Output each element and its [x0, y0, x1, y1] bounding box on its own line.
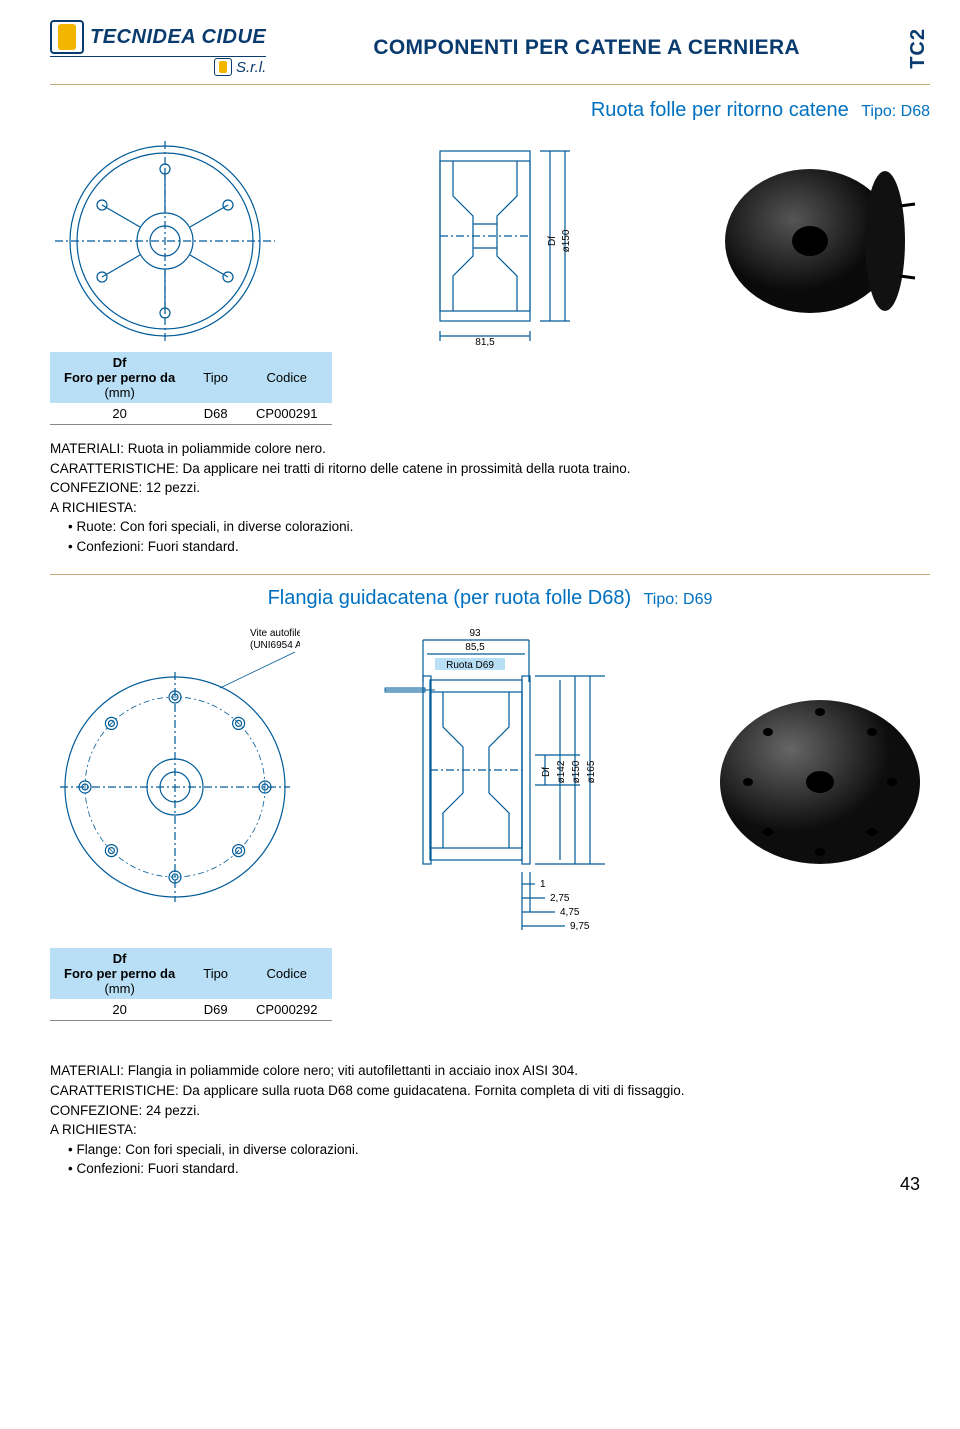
- d68-side-drawing: Df ø150 81,5: [395, 136, 595, 346]
- d68-render: [710, 156, 930, 326]
- col-df-header: Df Foro per perno da (mm): [50, 352, 189, 403]
- caratt-label: CARATTERISTICHE:: [50, 461, 179, 476]
- dim-b475: 4,75: [560, 907, 580, 918]
- section1-type: Tipo: D68: [861, 103, 930, 120]
- section2-notes: MATERIALI: Flangia in poliammide colore …: [50, 1061, 930, 1178]
- dim-93: 93: [469, 628, 481, 639]
- company-logo: TECNIDEA CIDUE S.r.l.: [50, 20, 266, 76]
- dim-df2: Df: [541, 767, 552, 777]
- section1-drawings: Df ø150 81,5: [50, 132, 930, 348]
- section1-notes: MATERIALI: Ruota in poliammide colore ne…: [50, 439, 930, 556]
- caratt-text: Da applicare sulla ruota D68 come guidac…: [179, 1083, 685, 1098]
- screw-label-1: Vite autofilettante 3,9x19: [250, 628, 300, 639]
- section1-table: Df Foro per perno da (mm) Tipo Codice 20…: [50, 352, 332, 425]
- caratt-label: CARATTERISTICHE:: [50, 1083, 179, 1098]
- table-row: 20 D69 CP000292: [50, 999, 332, 1021]
- section-tab: TC2: [907, 28, 930, 69]
- section2-drawings: Vite autofilettante 3,9x19 (UNI6954 AB): [50, 618, 930, 944]
- col-codice-header: Codice: [242, 352, 331, 403]
- materiali-text: Ruota in poliammide colore nero.: [124, 441, 326, 456]
- section1-title-row: Ruota folle per ritorno catene Tipo: D68: [50, 95, 930, 132]
- confezione-label: CONFEZIONE:: [50, 1103, 142, 1118]
- logo-icon: [50, 20, 84, 54]
- dim-w: 81,5: [475, 337, 495, 346]
- d69-render: [710, 662, 930, 902]
- logo-text-main: TECNIDEA CIDUE: [90, 26, 266, 49]
- d69-front-drawing: Vite autofilettante 3,9x19 (UNI6954 AB): [50, 622, 300, 912]
- section2-title: Flangia guidacatena (per ruota folle D68…: [268, 587, 632, 609]
- col-df-header: Df Foro per perno da (mm): [50, 948, 189, 999]
- page-header: TECNIDEA CIDUE S.r.l. COMPONENTI PER CAT…: [50, 20, 930, 85]
- section2-type: Tipo: D69: [644, 591, 713, 608]
- dim-d150: ø150: [561, 229, 572, 252]
- richiesta-label: A RICHIESTA:: [50, 500, 137, 515]
- logo-icon-small: [214, 58, 232, 76]
- bullet-item: Flange: Con fori speciali, in diverse co…: [68, 1140, 930, 1160]
- bullet-item: Confezioni: Fuori standard.: [68, 537, 930, 557]
- dim-b1: 1: [540, 879, 546, 890]
- table-row: 20 D68 CP000291: [50, 403, 332, 425]
- dim-b975: 9,75: [570, 921, 590, 932]
- col-tipo-header: Tipo: [189, 352, 242, 403]
- materiali-label: MATERIALI:: [50, 1063, 124, 1078]
- dim-d165: ø165: [586, 761, 597, 784]
- section-divider: [50, 574, 930, 575]
- page-number: 43: [900, 1174, 920, 1195]
- col-codice-header: Codice: [242, 948, 331, 999]
- dim-d142: ø142: [556, 761, 567, 784]
- section2-table: Df Foro per perno da (mm) Tipo Codice 20…: [50, 948, 332, 1021]
- col-tipo-header: Tipo: [189, 948, 242, 999]
- dim-855: 85,5: [465, 642, 485, 653]
- confezione-text: 12 pezzi.: [142, 480, 200, 495]
- confezione-text: 24 pezzi.: [142, 1103, 200, 1118]
- dim-d150b: ø150: [571, 761, 582, 784]
- bullet-item: Ruote: Con fori speciali, in diverse col…: [68, 517, 930, 537]
- screw-label-2: (UNI6954 AB): [250, 640, 300, 651]
- materiali-label: MATERIALI:: [50, 441, 124, 456]
- richiesta-label: A RICHIESTA:: [50, 1122, 137, 1137]
- page-title: COMPONENTI PER CATENE A CERNIERA: [266, 36, 907, 60]
- logo-text-sub: S.r.l.: [236, 59, 266, 76]
- d68-front-drawing: [50, 136, 280, 346]
- materiali-text: Flangia in poliammide colore nero; viti …: [124, 1063, 578, 1078]
- section1-title: Ruota folle per ritorno catene: [591, 99, 849, 121]
- d69-side-drawing: 93 85,5 Ruota D69: [375, 622, 635, 942]
- dim-b275: 2,75: [550, 893, 570, 904]
- dim-df: Df: [547, 236, 558, 246]
- caratt-text: Da applicare nei tratti di ritorno delle…: [179, 461, 631, 476]
- confezione-label: CONFEZIONE:: [50, 480, 142, 495]
- bullet-item: Confezioni: Fuori standard.: [68, 1159, 930, 1179]
- ruota-label: Ruota D69: [446, 660, 494, 671]
- section2-title-row: Flangia guidacatena (per ruota folle D68…: [50, 585, 930, 618]
